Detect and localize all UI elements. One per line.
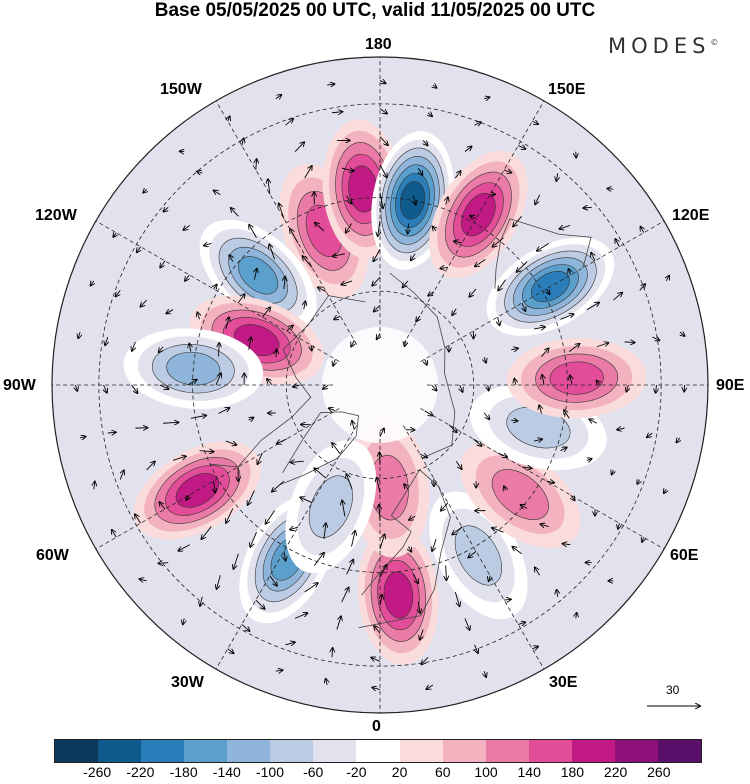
colorbar-swatch [184,740,227,762]
colorbar-tick-label: 180 [561,764,584,780]
wind-arrow [158,563,168,564]
wind-arrow [379,452,380,464]
colorbar-tick-label: 220 [604,764,627,780]
colorbar-swatch [98,740,141,762]
colorbar-swatch [227,740,270,762]
lon-label-120w: 120W [35,207,77,225]
colorbar-swatch [572,740,615,762]
reference-vector-label: 30 [666,683,679,697]
colorbar-swatch [400,740,443,762]
lon-label-150e: 150E [548,81,585,99]
colorbar-tick-label: 260 [647,764,670,780]
colorbar-tick-label: -180 [170,764,198,780]
polar-cap [322,327,438,443]
lon-label-30e: 30E [549,674,577,692]
colorbar-swatch [356,740,399,762]
colorbar-tick-label: -140 [213,764,241,780]
colorbar-ticks: -260 -220 -180 -140 -100 -60 -20 20 60 100 140 180 2… [0,764,750,784]
lon-label-180: 180 [365,36,392,54]
lon-label-60e: 60E [670,547,698,565]
lon-label-90e: 90E [716,377,744,395]
colorbar-tick-label: -60 [303,764,323,780]
colorbar [54,739,702,763]
colorbar-tick-label: 60 [435,764,451,780]
wind-arrow [180,151,185,152]
colorbar-swatch [313,740,356,762]
colorbar-swatch [658,740,701,762]
colorbar-tick-label: 100 [474,764,497,780]
lon-label-0: 0 [372,718,381,736]
wind-arrow [332,648,333,657]
lon-label-30w: 30W [171,674,204,692]
colorbar-swatch [270,740,313,762]
lon-label-60w: 60W [36,547,69,565]
colorbar-swatch [486,740,529,762]
colorbar-swatch [615,740,658,762]
colorbar-tick-label: -100 [256,764,284,780]
colorbar-tick-label: -220 [126,764,154,780]
colorbar-tick-label: -260 [83,764,111,780]
colorbar-swatch [529,740,572,762]
lon-label-120e: 120E [672,207,709,225]
colorbar-tick-label: 20 [392,764,408,780]
colorbar-swatch [55,740,98,762]
colorbar-swatch [141,740,184,762]
wind-arrow [276,350,277,358]
colorbar-swatch [443,740,486,762]
lon-label-90w: 90W [3,377,36,395]
colorbar-tick-label: 140 [518,764,541,780]
colorbar-tick-label: -20 [346,764,366,780]
lon-label-150w: 150W [160,81,202,99]
